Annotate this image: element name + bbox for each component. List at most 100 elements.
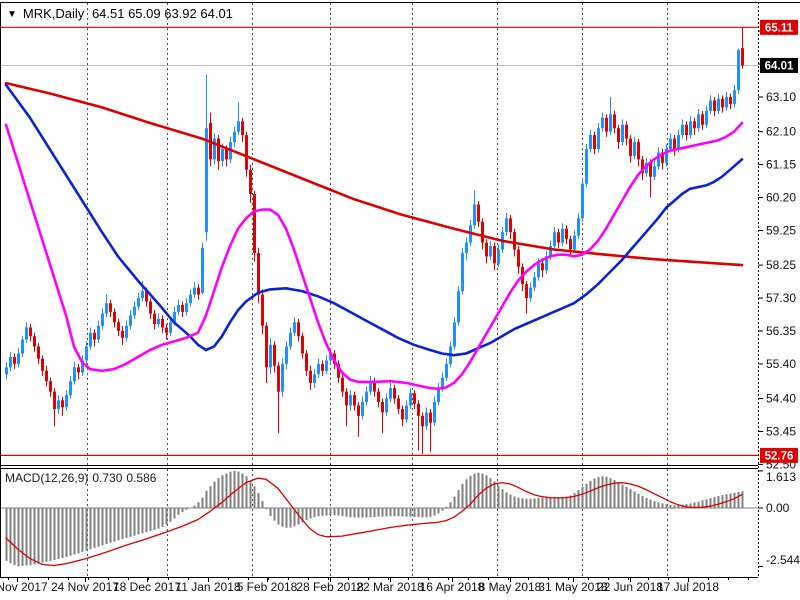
date-label: 28 Feb 2018 (296, 580, 364, 594)
candle (117, 322, 120, 331)
date-label: 17 Jul 2018 (657, 580, 719, 594)
candle (513, 232, 516, 250)
candle (533, 277, 536, 288)
candle (337, 363, 340, 378)
candle (157, 318, 160, 325)
macd-pane (1, 470, 758, 567)
candle (213, 138, 216, 160)
candle (445, 363, 448, 378)
candle (381, 402, 384, 413)
candle (45, 370, 48, 382)
candle (89, 332, 92, 347)
candle (297, 322, 300, 337)
candle (25, 327, 28, 340)
candle (641, 159, 644, 174)
symbol-period-label: MRK,Daily (22, 6, 85, 21)
candle (237, 121, 240, 132)
candle (317, 363, 320, 375)
candle (653, 166, 656, 177)
candle (17, 353, 20, 364)
candle (281, 363, 284, 392)
price-badges: 65.11 64.01 52.76 (760, 19, 798, 463)
candlesticks (5, 28, 744, 454)
candle (657, 152, 660, 167)
candle (377, 391, 380, 403)
candle (309, 370, 312, 383)
candle (97, 325, 100, 340)
candle (109, 303, 112, 312)
candle (301, 336, 304, 354)
macd-axis[interactable]: 1.613 0.00 -2.544 (758, 470, 800, 568)
price-tick-label: 54.40 (766, 392, 796, 406)
candle (705, 110, 708, 125)
candle (685, 124, 688, 136)
candle (181, 304, 184, 312)
candle (701, 114, 704, 125)
candle (717, 98, 720, 111)
candle (497, 249, 500, 264)
candle (185, 303, 188, 312)
candle (581, 183, 584, 219)
candle (177, 304, 180, 312)
candle (205, 128, 208, 233)
candle (257, 252, 260, 295)
candle (201, 247, 204, 293)
candle (369, 381, 372, 392)
candle (561, 228, 564, 243)
candle (425, 412, 428, 427)
candle (9, 356, 12, 368)
price-tick-label: 53.45 (766, 424, 796, 438)
price-tick-label: 63.10 (766, 90, 796, 104)
price-axis[interactable]: 65.0064.0563.1062.1061.1560.2059.2558.25… (758, 24, 796, 471)
candle (265, 325, 268, 368)
candle (169, 322, 172, 333)
candle (437, 388, 440, 403)
candle (597, 128, 600, 149)
candle (697, 114, 700, 129)
date-label: 11 Jan 2018 (175, 580, 240, 594)
candle (149, 301, 152, 314)
candle (349, 395, 352, 406)
candle (325, 360, 328, 371)
candle (649, 162, 652, 177)
candle (389, 388, 392, 399)
candle (341, 377, 344, 392)
candle (737, 50, 740, 91)
candle (189, 294, 192, 304)
candle (485, 242, 488, 257)
candle (129, 315, 132, 326)
candle (233, 131, 236, 143)
candle (453, 322, 456, 347)
candle (509, 218, 512, 233)
horizontal-lines[interactable] (1, 26, 758, 456)
price-badge-65.11 (760, 19, 798, 35)
candle (197, 287, 200, 295)
candle (69, 381, 72, 396)
price-tick-label: 59.25 (766, 223, 796, 237)
candle (101, 313, 104, 326)
price-tick-label: 57.30 (766, 291, 796, 305)
candle (77, 367, 80, 373)
symbol-dropdown-icon[interactable]: ▼ (7, 9, 17, 20)
candle (321, 363, 324, 371)
candle (617, 128, 620, 143)
candle (413, 393, 416, 404)
candle (365, 391, 368, 403)
candle (677, 135, 680, 149)
candle (153, 313, 156, 325)
date-label: 8 May 2018 (479, 580, 542, 594)
candle (693, 121, 696, 129)
candle (373, 381, 376, 392)
price-tick-label: 61.15 (766, 158, 796, 172)
candle (489, 246, 492, 257)
candle (121, 330, 124, 338)
candle (557, 232, 560, 243)
candle (293, 322, 296, 333)
candle (633, 142, 636, 156)
candle (605, 117, 608, 132)
candle (49, 381, 52, 392)
candle (5, 367, 8, 375)
